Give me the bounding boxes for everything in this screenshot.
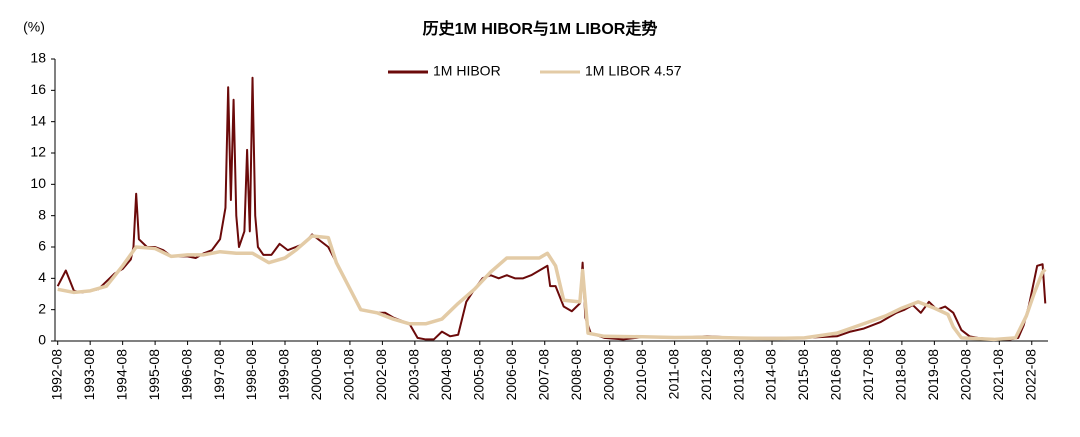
- x-tick-label: 2016-08: [828, 349, 844, 401]
- x-tick-label: 2018-08: [893, 349, 909, 401]
- x-tick-label: 1992-08: [48, 349, 64, 401]
- x-tick-label: 2004-08: [438, 349, 454, 401]
- y-tick-label: 18: [30, 50, 46, 66]
- x-tick-label: 2013-08: [730, 349, 746, 401]
- x-tick-label: 2000-08: [308, 349, 324, 401]
- x-tick-label: 2021-08: [990, 349, 1006, 401]
- y-tick-label: 6: [38, 238, 46, 254]
- line-series: [56, 76, 1047, 341]
- x-tick-label: 1997-08: [211, 349, 227, 401]
- x-tick-label: 1993-08: [81, 349, 97, 401]
- x-tick-label: 1995-08: [146, 349, 162, 401]
- y-axis-label: (%): [23, 19, 45, 35]
- legend-label: 1M HIBOR: [433, 63, 501, 79]
- x-tick-label: 2014-08: [763, 349, 779, 401]
- x-tick-label: 2001-08: [341, 349, 357, 401]
- x-tick-label: 1994-08: [113, 349, 129, 401]
- x-tick-label: 2005-08: [471, 349, 487, 401]
- y-tick-label: 12: [30, 144, 46, 160]
- y-tick-label: 4: [38, 269, 46, 285]
- x-tick-label: 1996-08: [178, 349, 194, 401]
- x-tick-label: 2020-08: [958, 349, 974, 401]
- x-tick-label: 2006-08: [503, 349, 519, 401]
- y-tick-label: 16: [30, 81, 46, 97]
- x-tick-label: 2007-08: [535, 349, 551, 401]
- x-tick-label: 1998-08: [243, 349, 259, 401]
- y-tick-label: 8: [38, 206, 46, 222]
- x-tick-label: 2015-08: [795, 349, 811, 401]
- x-tick-label: 2012-08: [698, 349, 714, 401]
- x-tick-label: 2017-08: [860, 349, 876, 401]
- line-series: [57, 234, 1047, 342]
- y-tick-label: 2: [38, 300, 46, 316]
- y-tick-label: 14: [30, 112, 46, 128]
- x-tick-label: 2008-08: [568, 349, 584, 401]
- x-tick-label: 2009-08: [600, 349, 616, 401]
- x-tick-label: 2011-08: [665, 349, 681, 400]
- y-tick-label: 0: [38, 332, 46, 348]
- x-tick-label: 2022-08: [1022, 349, 1038, 401]
- legend-label: 1M LIBOR 4.57: [585, 63, 682, 79]
- x-tick-label: 2019-08: [925, 349, 941, 401]
- x-tick-label: 2002-08: [373, 349, 389, 401]
- y-tick-label: 10: [30, 175, 46, 191]
- chart-title: 历史1M HIBOR与1M LIBOR走势: [423, 19, 658, 38]
- x-tick-label: 1999-08: [276, 349, 292, 401]
- x-tick-label: 2010-08: [633, 349, 649, 401]
- x-tick-label: 2003-08: [406, 349, 422, 401]
